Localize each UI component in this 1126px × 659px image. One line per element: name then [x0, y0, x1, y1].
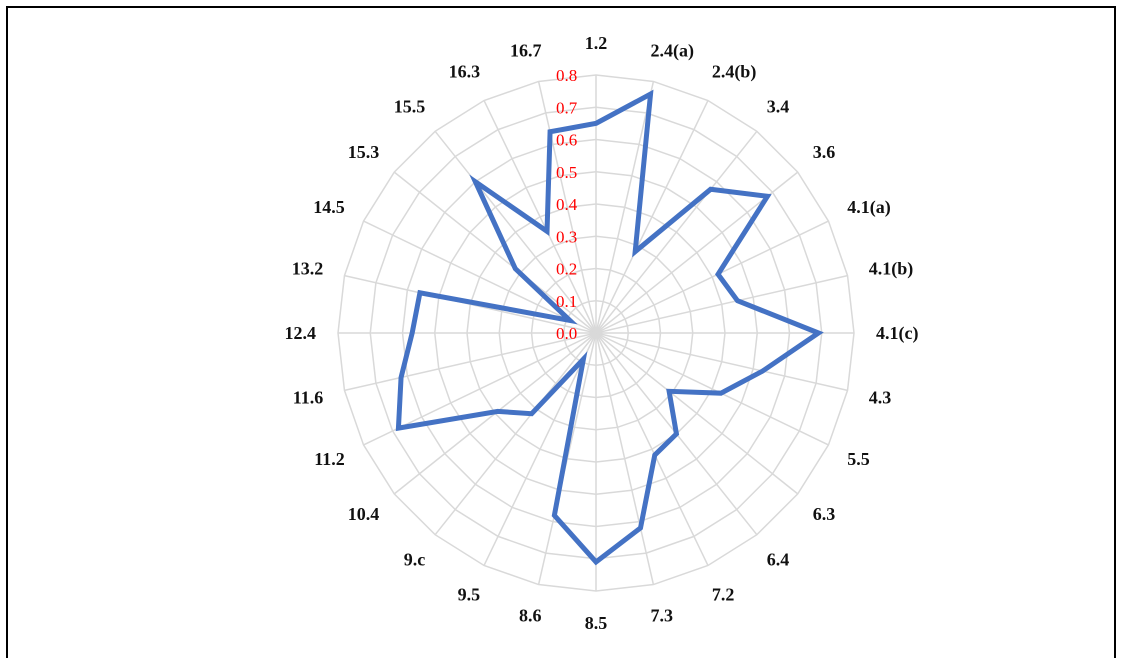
category-label: 5.5: [847, 449, 870, 469]
tick-label: 0.1: [556, 292, 577, 311]
data-point: [710, 188, 712, 190]
category-label: 4.1(a): [847, 197, 891, 218]
category-label: 15.3: [348, 142, 380, 162]
grid-spoke: [595, 274, 848, 334]
tick-label: 0.8: [556, 66, 577, 85]
tick-label: 0.5: [556, 163, 577, 182]
data-point: [720, 392, 722, 394]
category-label: 16.7: [510, 40, 542, 60]
category-label: 2.4(b): [712, 62, 757, 83]
data-point: [474, 181, 476, 183]
grid-spoke: [595, 220, 829, 334]
tick-label: 0.0: [556, 324, 577, 343]
tick-label: 0.7: [556, 98, 578, 117]
grid-spoke: [434, 332, 597, 536]
data-point: [419, 292, 421, 294]
category-label: 7.2: [712, 584, 735, 604]
grid-spoke: [483, 332, 597, 566]
data-point: [546, 230, 548, 232]
category-label: 3.6: [813, 142, 836, 162]
grid-spoke: [344, 332, 597, 392]
data-point: [411, 332, 413, 334]
grid-spoke: [595, 332, 848, 392]
category-label: 8.6: [519, 606, 542, 626]
data-point: [553, 514, 555, 516]
tick-layer: 0.0 0.1 0.2 0.3 0.4 0.5 0.6 0.7 0.8: [556, 66, 578, 343]
data-point: [595, 122, 597, 124]
grid-spoke: [537, 81, 597, 334]
grid-spoke: [595, 332, 709, 566]
grid-spoke: [434, 130, 597, 334]
data-point: [397, 427, 399, 429]
grid-spoke: [595, 100, 709, 334]
tick-label: 0.3: [556, 227, 577, 246]
category-label: 4.1(c): [876, 323, 918, 344]
category-label: 12.4: [285, 323, 317, 343]
category-label: 7.3: [651, 606, 674, 626]
data-point: [650, 93, 652, 95]
data-point: [762, 370, 764, 372]
label-layer: 1.2 2.4(a) 2.4(b) 3.4 3.6 4.1(a) 4.1(b) 4.1(c) 4…: [285, 33, 919, 633]
grid-spoke: [363, 220, 597, 334]
category-label: 11.2: [314, 449, 345, 469]
category-label: 2.4(a): [651, 40, 695, 61]
category-label: 9.c: [404, 550, 426, 570]
grid-spoke: [595, 130, 758, 334]
category-label: 3.4: [767, 96, 790, 116]
category-label: 6.4: [767, 550, 790, 570]
data-point: [639, 527, 641, 529]
data-point: [634, 251, 636, 253]
category-label: 16.3: [449, 62, 481, 82]
chart-frame: [6, 6, 1116, 658]
category-label: 9.5: [458, 584, 481, 604]
grid-spoke: [595, 81, 655, 334]
grid-spoke: [595, 332, 799, 495]
category-label: 4.1(b): [869, 258, 914, 279]
data-point: [514, 268, 516, 270]
data-point: [717, 273, 719, 275]
data-point: [531, 413, 533, 415]
category-label: 14.5: [313, 197, 345, 217]
data-point: [595, 561, 597, 563]
category-label: 13.2: [292, 258, 324, 278]
data-point: [766, 195, 768, 197]
category-label: 15.5: [394, 96, 426, 116]
data-point: [654, 454, 656, 456]
tick-label: 0.6: [556, 131, 577, 150]
grid-spoke: [595, 332, 829, 446]
data-point: [549, 131, 551, 133]
series-layer: [395, 89, 824, 566]
data-point: [668, 390, 670, 392]
tick-label: 0.2: [556, 260, 577, 279]
grid-spoke: [393, 171, 597, 334]
spoke-layer: [338, 75, 854, 591]
data-point: [675, 433, 677, 435]
category-label: 8.5: [585, 613, 608, 633]
data-point: [497, 410, 499, 412]
grid-spoke: [595, 332, 655, 585]
grid-spoke: [483, 100, 597, 334]
category-label: 11.6: [293, 388, 324, 408]
category-label: 4.3: [869, 388, 892, 408]
category-label: 1.2: [585, 33, 608, 53]
data-point: [818, 332, 820, 334]
data-point: [569, 319, 571, 321]
category-label: 6.3: [813, 504, 836, 524]
tick-label: 0.4: [556, 195, 578, 214]
data-point: [400, 376, 402, 378]
data-point: [582, 358, 584, 360]
category-label: 10.4: [348, 504, 380, 524]
data-point: [736, 300, 738, 302]
